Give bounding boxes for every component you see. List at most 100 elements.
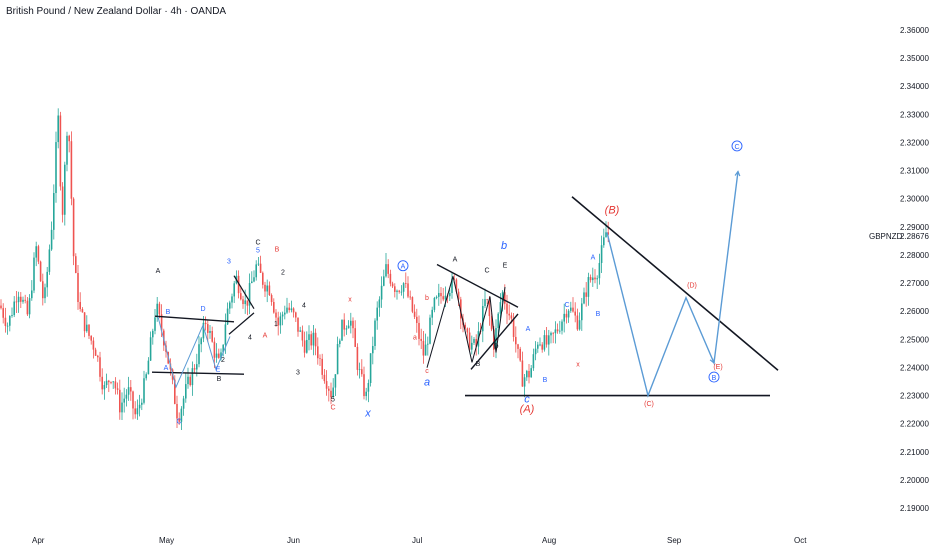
wave-label: B [543, 377, 548, 384]
candle-body [455, 279, 458, 292]
candle-body [464, 324, 466, 329]
candle-body [9, 315, 11, 326]
candle-body [510, 315, 513, 319]
candle-body [420, 338, 422, 341]
x-tick-label: Apr [32, 536, 45, 545]
y-tick-label: 2.28000 [900, 251, 929, 260]
candle-body [127, 387, 130, 395]
y-tick-label: 2.21000 [900, 448, 929, 457]
candle-body [24, 299, 26, 301]
candle-body [44, 287, 46, 299]
candle-body [427, 343, 429, 345]
wave-label: A [526, 326, 531, 333]
candle-body [383, 276, 385, 286]
candle-body [548, 335, 550, 345]
candle-body [160, 314, 163, 331]
candle-body [116, 388, 119, 390]
candle-body [314, 332, 317, 347]
trend-lines [151, 196, 779, 397]
candle-body [246, 300, 249, 306]
candle-body [396, 290, 398, 292]
candle-body [42, 281, 44, 299]
candle-body [519, 348, 521, 361]
candle-body [88, 324, 90, 336]
candle-body [207, 324, 209, 333]
candle-body [253, 277, 255, 282]
candle-body [290, 308, 293, 311]
candle-body [554, 329, 557, 334]
candle-body [534, 348, 537, 355]
candle-body [552, 332, 554, 334]
candle-body [57, 115, 59, 143]
wave-label: C [734, 144, 739, 151]
candle-body [81, 309, 84, 313]
candle-body [545, 335, 548, 345]
candle-body [158, 303, 161, 315]
candle-body [607, 232, 609, 235]
candle-body [517, 344, 519, 349]
candle-body [550, 332, 552, 336]
candle-body [174, 379, 176, 404]
candle-body [257, 263, 260, 265]
candle-body [380, 285, 383, 300]
candle-body [411, 297, 414, 312]
candle-body [563, 313, 565, 322]
candle-body [273, 302, 275, 313]
candle-body [202, 322, 205, 339]
candle-body [308, 334, 310, 340]
candle-body [521, 360, 524, 387]
price-axis[interactable]: 2.19000 2.20000 2.21000 2.22000 2.23000 2.240… [869, 26, 929, 513]
candle-body [372, 346, 374, 354]
y-tick-label: 2.32000 [900, 138, 929, 147]
candle-body [224, 324, 227, 345]
wave-label: C [564, 302, 569, 309]
candle-body [385, 264, 387, 277]
y-tick-label: 2.27000 [900, 279, 929, 288]
candle-body [176, 403, 178, 419]
y-tick-label: 2.26000 [900, 307, 929, 316]
candle-body [297, 317, 299, 332]
candle-body [178, 418, 180, 422]
candle-body [31, 290, 33, 299]
wave-label: A [263, 332, 268, 339]
candle-body [490, 316, 493, 330]
candle-body [444, 295, 447, 300]
wave-label: E [216, 367, 221, 374]
candle-body [508, 313, 510, 316]
candle-body [72, 198, 75, 257]
candle-body [114, 381, 117, 389]
candle-body [451, 278, 453, 293]
candle-body [356, 346, 359, 370]
candle-body [242, 299, 244, 305]
candle-body [90, 335, 92, 341]
x-tick-label: Aug [542, 536, 556, 545]
candle-body [556, 329, 559, 332]
candle-body [532, 354, 535, 369]
candle-body [506, 303, 508, 314]
may-triangle-path [157, 316, 231, 389]
candle-body [281, 314, 284, 317]
candle-body [453, 278, 455, 280]
projection-arrow-e [709, 357, 716, 365]
y-tick-label: 2.24000 [900, 363, 929, 372]
candle-body [233, 283, 235, 297]
candle-body [193, 368, 196, 370]
wave-label: 3 [227, 258, 231, 265]
candle-body [191, 368, 194, 386]
candle-body [433, 297, 436, 310]
candle-body [473, 338, 475, 343]
candle-body [332, 387, 334, 398]
wave-label-circle [731, 140, 743, 152]
time-axis[interactable]: Apr May Jun Jul Aug Sep Oct [32, 536, 807, 545]
wave-label: C [176, 419, 181, 426]
wave-label: a [424, 377, 430, 389]
candle-body [226, 308, 229, 325]
candle-body [592, 277, 594, 281]
candle-body [86, 324, 88, 332]
candle-body [180, 408, 183, 422]
july-triangle-top-line [436, 263, 519, 308]
candle-body [299, 330, 301, 332]
candle-body [17, 296, 20, 303]
y-tick-label: 2.20000 [900, 476, 929, 485]
